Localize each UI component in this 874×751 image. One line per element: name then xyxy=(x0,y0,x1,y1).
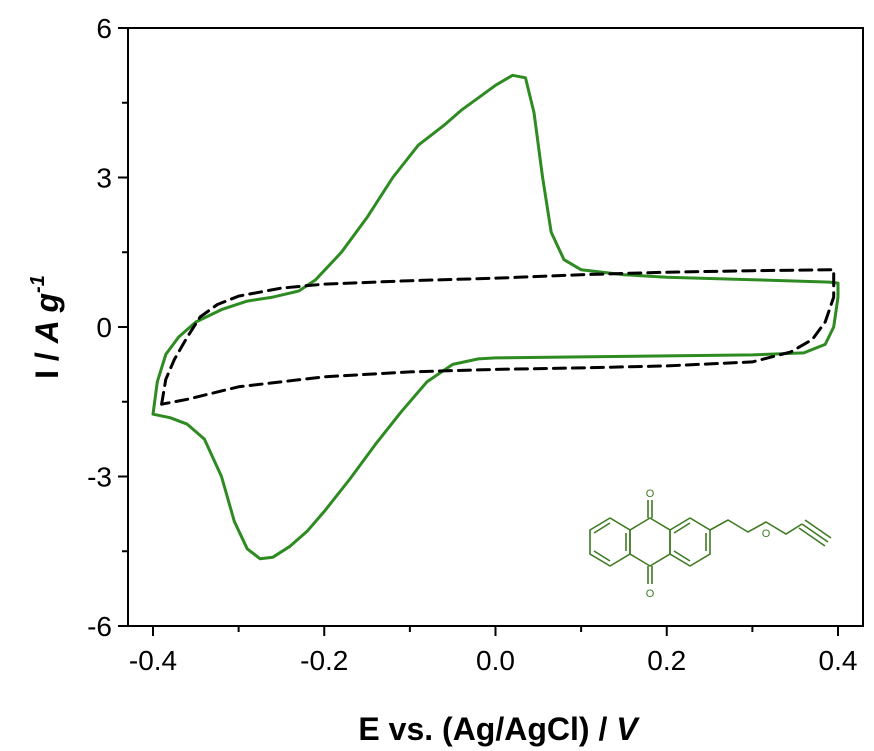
y-tick-label: 3 xyxy=(96,163,112,194)
series-group xyxy=(151,73,840,561)
x-tick-label: -0.4 xyxy=(129,645,177,676)
y-axis-title: I / A g-1 xyxy=(27,275,65,379)
axis-tick-labels: -0.4 -0.2 0.0 0.2 0.4 -6 -3 0 3 6 xyxy=(87,13,857,676)
ring-left xyxy=(589,517,631,567)
x-tick-label: -0.2 xyxy=(300,645,348,676)
y-tick-label: -6 xyxy=(87,611,112,642)
axis-ticks xyxy=(118,27,839,636)
ring-middle xyxy=(629,517,671,567)
plot-frame xyxy=(127,27,864,627)
x-tick-label: 0.0 xyxy=(476,645,515,676)
y-tick-label: 6 xyxy=(96,13,112,44)
carbonyl-top-label: O xyxy=(646,488,655,500)
y-tick-label: 0 xyxy=(96,312,112,343)
ether-oxygen-label: O xyxy=(762,528,771,540)
y-tick-label: -3 xyxy=(87,462,112,493)
ring-right xyxy=(669,517,711,567)
x-tick-label: 0.2 xyxy=(647,645,686,676)
carbonyl-bottom-label: O xyxy=(646,588,655,600)
x-tick-label: 0.4 xyxy=(819,645,858,676)
x-axis-title: E vs. (Ag/AgCl) / V xyxy=(358,711,640,747)
series-solid-line xyxy=(151,73,840,561)
series-dashed-line xyxy=(160,268,836,406)
molecule-structure-inset xyxy=(589,500,832,584)
